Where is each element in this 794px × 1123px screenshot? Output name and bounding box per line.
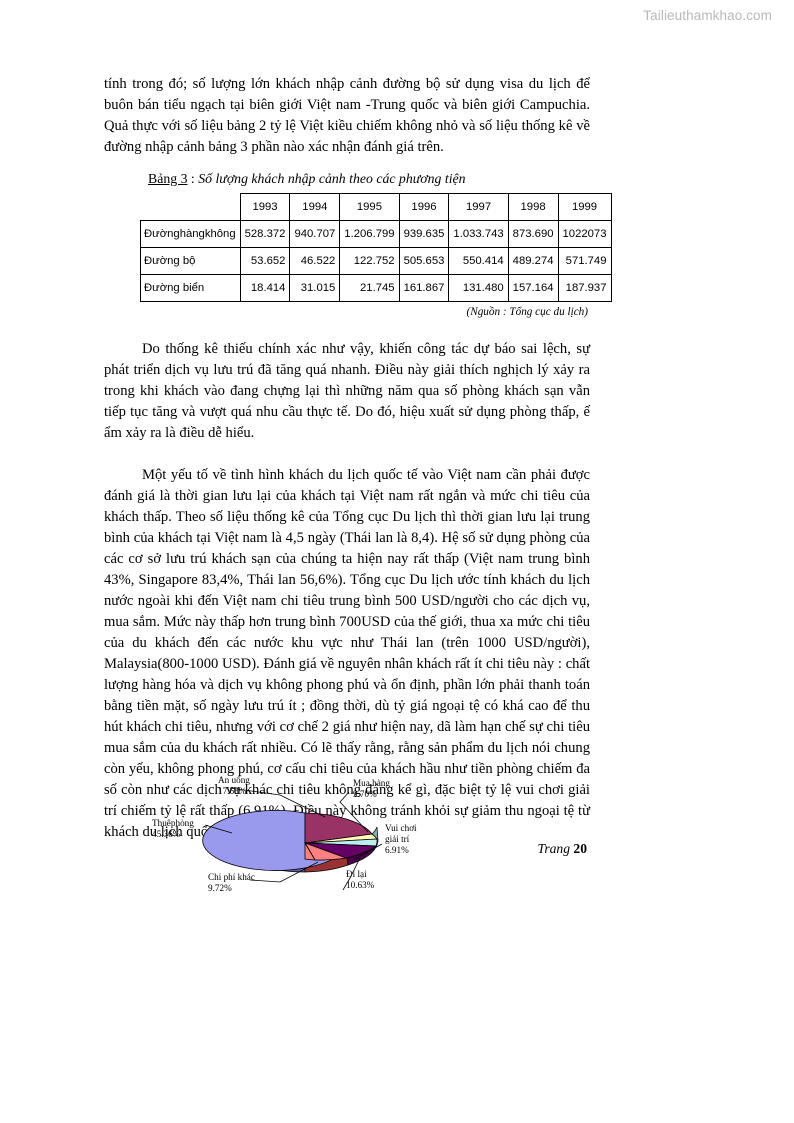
table-source-note: (Nguồn : Tổng cục du lịch)	[466, 306, 589, 318]
table-cell-road-1995: 122.752	[339, 247, 400, 275]
pie-label-chi-phi-khac-value: 9.72%	[208, 883, 232, 894]
pie-label-di-lai-value: 10.63%	[346, 880, 375, 891]
table-cell-sea-1993: 18.414	[239, 274, 291, 302]
pie-label-vui-choi-value: 6.91%	[385, 845, 409, 856]
paragraph-3: Một yếu tố về tình hình khách du lịch qu…	[104, 467, 590, 840]
table-cell-road-1996: 505.653	[398, 247, 450, 275]
table-cell-road-1994: 46.522	[289, 247, 341, 275]
pie-label-chi-phi-khac-name: Chi phí khác	[208, 872, 255, 882]
pie-label-di-lai: Đi lại 10.63%	[346, 869, 374, 891]
table-header-year-1994: 1994	[289, 193, 341, 221]
paragraph-1: tính trong đó; số lượng lớn khách nhập c…	[104, 76, 590, 155]
document-content: tính trong đó; số lượng lớn khách nhập c…	[104, 74, 612, 843]
pie-label-thue-phong: Thuêphòng 45.36%	[152, 818, 194, 840]
table-cell-sea-1999: 187.937	[557, 274, 612, 302]
table-row: Đường biển 18.414 31.015 21.745 161.867 …	[140, 274, 612, 302]
table-wrapper: 1993 1994 1995 1996 1997 1998 1999 Đường…	[140, 193, 612, 318]
table-header-row: 1993 1994 1995 1996 1997 1998 1999	[140, 193, 612, 221]
table-header-year-1999: 1999	[557, 193, 612, 221]
table-header-year-1996: 1996	[398, 193, 450, 221]
watermark-text: Tailieuthamkhao.com	[643, 8, 772, 23]
table-cell-air-1994: 940.707	[289, 220, 341, 248]
table-header-year-1997: 1997	[448, 193, 509, 221]
table-row-label-air: Đườnghàngkhông	[140, 220, 241, 248]
table-cell-sea-1994: 31.015	[289, 274, 341, 302]
pie-label-vui-choi-name2: giải trí	[385, 834, 410, 845]
pie-leader-lines	[204, 787, 383, 891]
table-cell-air-1993: 528.372	[239, 220, 291, 248]
table-caption: Bảng 3 : Số lượng khách nhập cảnh theo c…	[148, 170, 590, 188]
pie-slice-chi-phi-khac-tail	[304, 841, 316, 861]
pie-slice-an-uong	[304, 812, 373, 844]
table-cell-sea-1998: 157.164	[507, 274, 559, 302]
pie-label-vui-choi-name: Vui chơi	[385, 823, 417, 833]
table-caption-separator: :	[187, 171, 199, 186]
expenditure-pie-chart: An uống 17.68% Mua hàng 9.70% Thuêphòng …	[150, 770, 460, 905]
pie-label-an-uong-value: 17.68%	[218, 786, 247, 797]
table-cell-air-1999: 1022073	[557, 220, 612, 248]
page-number-word: Trang	[537, 841, 574, 856]
table-cell-sea-1997: 131.480	[448, 274, 509, 302]
entry-statistics-table: 1993 1994 1995 1996 1997 1998 1999 Đường…	[140, 193, 612, 302]
pie-label-thue-phong-value: 45.36%	[152, 829, 181, 840]
table-row: Đườnghàngkhông 528.372 940.707 1.206.799…	[140, 220, 612, 248]
table-cell-air-1996: 939.635	[398, 220, 450, 248]
table-row-label-sea: Đường biển	[140, 274, 241, 302]
table-cell-air-1995: 1.206.799	[339, 220, 400, 248]
table-cell-road-1993: 53.652	[239, 247, 291, 275]
table-header-year-1998: 1998	[507, 193, 559, 221]
pie-label-thue-phong-name: Thuêphòng	[152, 818, 194, 828]
table-header-year-1995: 1995	[339, 193, 400, 221]
table-header-year-1993: 1993	[239, 193, 291, 221]
pie-chart-graphic	[202, 787, 383, 891]
table-cell-sea-1995: 21.745	[339, 274, 400, 302]
table-cell-sea-1996: 161.867	[398, 274, 450, 302]
pie-label-mua-hang-value: 9.70%	[353, 789, 377, 800]
page-number-footer: Trang 20	[538, 841, 587, 857]
table-caption-text: Số lượng khách nhập cảnh theo các phương…	[198, 171, 466, 186]
table-row: Đường bộ 53.652 46.522 122.752 505.653 5…	[140, 247, 612, 275]
pie-label-mua-hang: Mua hàng 9.70%	[353, 778, 390, 800]
pie-top-slices	[202, 810, 378, 871]
table-row-label-road: Đường bộ	[140, 247, 241, 275]
pie-label-di-lai-name: Đi lại	[346, 869, 367, 879]
pie-label-an-uong-name: An uống	[218, 775, 250, 785]
pie-label-mua-hang-name: Mua hàng	[353, 778, 390, 788]
pie-label-an-uong: An uống 17.68%	[218, 775, 250, 797]
table-corner-cell	[140, 193, 241, 221]
paragraph-2: Do thống kê thiếu chính xác như vậy, khi…	[104, 341, 590, 441]
pie-label-chi-phi-khac: Chi phí khác 9.72%	[208, 872, 255, 894]
page-number-value: 20	[573, 841, 587, 856]
table-cell-air-1998: 873.690	[507, 220, 559, 248]
table-caption-label: Bảng 3	[148, 171, 188, 186]
pie-label-vui-choi: Vui chơi giải trí 6.91%	[385, 823, 417, 857]
table-cell-road-1998: 489.274	[507, 247, 559, 275]
table-cell-road-1997: 550.414	[448, 247, 509, 275]
table-cell-road-1999: 571.749	[557, 247, 612, 275]
table-cell-air-1997: 1.033.743	[448, 220, 509, 248]
